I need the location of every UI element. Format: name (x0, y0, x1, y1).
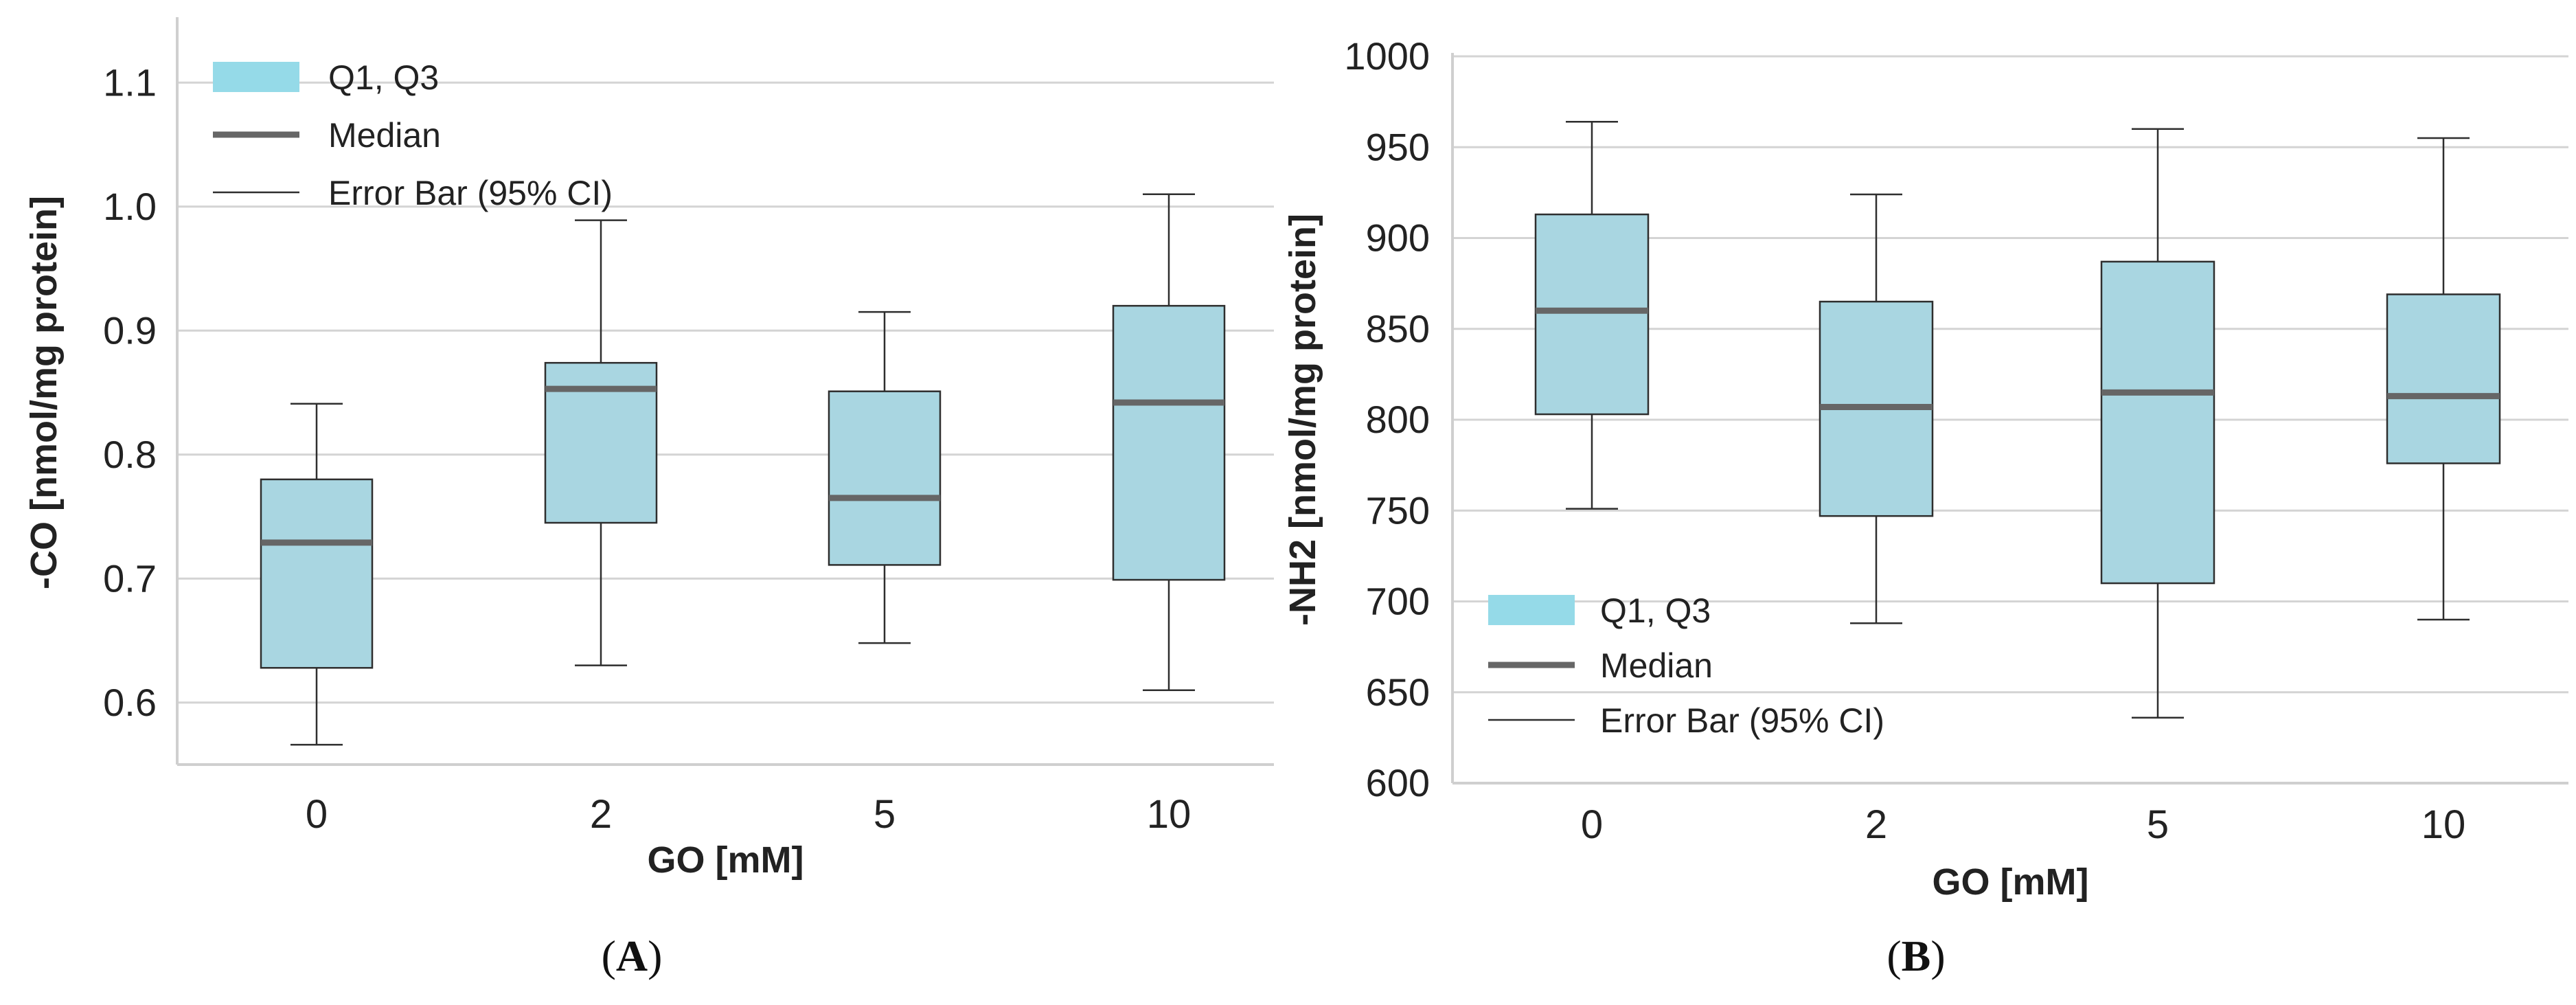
y-tick-label: 1.0 (103, 185, 157, 228)
y-tick-label: 850 (1366, 307, 1430, 350)
legend-label-median: Median (328, 116, 441, 155)
x-tick-label: 0 (1581, 802, 1603, 847)
panel-letter: B (1902, 931, 1931, 980)
y-tick-label: 650 (1366, 670, 1430, 714)
x-axis-title: GO [mM] (1933, 861, 2089, 903)
legend-label-errorbar: Error Bar (95% CI) (1600, 701, 1884, 740)
iqr-box (828, 390, 942, 566)
iqr-box (1112, 304, 1226, 581)
panel-label: (A) (602, 931, 663, 980)
y-tick-label: 0.8 (103, 433, 157, 476)
y-tick-label: 1.1 (103, 60, 157, 104)
x-tick-label: 2 (1865, 802, 1887, 847)
box-group-2 (1819, 193, 1934, 624)
y-tick-label: 800 (1366, 398, 1430, 441)
x-tick-label: 0 (306, 792, 328, 837)
box-group-10 (2386, 137, 2501, 621)
x-tick-label: 5 (874, 792, 896, 837)
legend-iqr-swatch (1488, 595, 1575, 625)
x-tick-label: 2 (590, 792, 612, 837)
y-tick-label: 0.6 (103, 681, 157, 724)
panel-letter: A (616, 931, 648, 980)
box-group-5 (2100, 128, 2215, 719)
legend-iqr-swatch (213, 62, 299, 92)
box-group-0 (260, 403, 374, 746)
x-axis-title: GO [mM] (648, 839, 804, 881)
iqr-box (2100, 260, 2215, 585)
chart-b-boxplot: 600 650 700 750 800 850 900 950 1000 0 2 5 10 GO [mM]… (1282, 34, 2568, 980)
chart-a-boxplot: 0.6 0.7 0.8 0.9 1.0 1.1 0 2 5 10 GO [mM] -CO [nmol/… (23, 17, 1274, 980)
legend: Q1, Q3 Median Error Bar (95% CI) (213, 58, 613, 212)
box-group-5 (828, 310, 942, 644)
iqr-box (260, 478, 374, 669)
iqr-box (2386, 293, 2501, 464)
x-tick-label: 5 (2147, 802, 2169, 847)
legend-label-quartiles: Q1, Q3 (328, 58, 439, 97)
x-tick-label: 10 (2421, 802, 2466, 847)
y-axis-title: -CO [nmol/mg protein] (23, 196, 65, 589)
x-tick-label: 10 (1147, 792, 1192, 837)
panel-label: (B) (1887, 931, 1945, 980)
y-tick-label: 0.7 (103, 556, 157, 600)
y-tick-label: 950 (1366, 125, 1430, 168)
iqr-box (1534, 213, 1650, 416)
y-tick-label: 600 (1366, 761, 1430, 804)
legend-label-errorbar: Error Bar (95% CI) (328, 174, 613, 212)
legend-label-median: Median (1600, 646, 1713, 685)
y-tick-label: 700 (1366, 580, 1430, 623)
legend: Q1, Q3 Median Error Bar (95% CI) (1488, 591, 1884, 740)
y-tick-label: 1000 (1344, 34, 1430, 78)
box-group-0 (1534, 120, 1650, 510)
y-tick-label: 0.9 (103, 308, 157, 352)
legend-label-quartiles: Q1, Q3 (1600, 591, 1711, 630)
y-tick-label: 750 (1366, 488, 1430, 532)
box-group-10 (1112, 193, 1226, 691)
box-group-2 (544, 219, 658, 666)
y-axis-title: -NH2 [nmol/mg protein] (1282, 214, 1323, 626)
y-tick-label: 900 (1366, 216, 1430, 260)
